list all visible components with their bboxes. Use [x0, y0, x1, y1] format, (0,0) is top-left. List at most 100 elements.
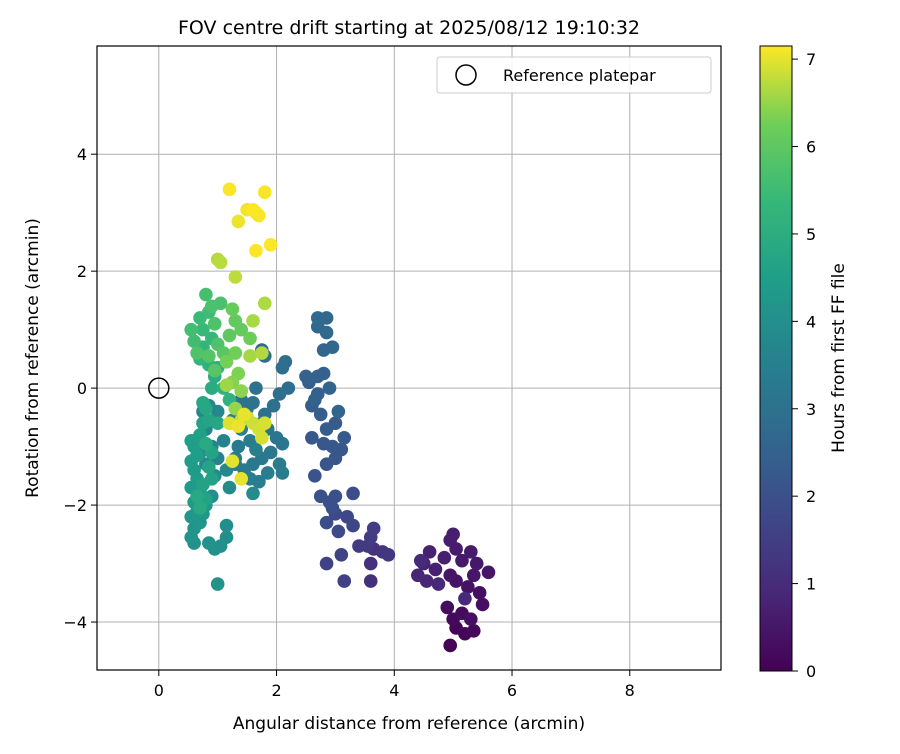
data-point [204, 471, 219, 486]
data-point [222, 328, 237, 343]
data-point [443, 638, 458, 653]
data-point [187, 334, 201, 349]
colorbar-ticks: 0 1 2 3 4 5 6 7 [792, 50, 816, 681]
data-point [475, 597, 490, 612]
data-point [352, 539, 366, 553]
x-tick-label: 4 [389, 681, 399, 700]
data-point [319, 422, 334, 436]
data-point [260, 466, 275, 480]
y-axis-ticks: −4 −2 0 2 4 [63, 145, 97, 632]
data-point [428, 562, 443, 577]
data-point [481, 565, 496, 580]
data-point [440, 600, 455, 615]
data-point [263, 238, 278, 252]
legend-reference-marker [455, 64, 477, 86]
data-point [275, 436, 290, 451]
colorbar-tick-label: 7 [806, 50, 816, 69]
legend-box [436, 56, 712, 94]
data-point [190, 489, 204, 504]
data-point [257, 416, 272, 431]
chart-title: FOV centre drift starting at 2025/08/12 … [178, 17, 640, 39]
data-point [216, 433, 231, 448]
data-point [325, 501, 340, 515]
data-point [469, 556, 484, 571]
colorbar-tick-label: 6 [806, 138, 816, 157]
y-tick-label: 4 [77, 145, 87, 164]
y-tick-label: 2 [77, 262, 87, 281]
data-point [219, 378, 234, 392]
colorbar-tick-label: 0 [806, 662, 816, 681]
data-point [249, 381, 263, 395]
data-point [249, 442, 263, 457]
x-tick-label: 6 [507, 681, 517, 700]
data-point [310, 311, 325, 325]
data-point [363, 556, 378, 571]
data-point [210, 577, 225, 591]
colorbar-tick-label: 4 [806, 312, 816, 331]
reference-platepar-marker [148, 377, 170, 399]
data-point [328, 489, 343, 504]
colorbar: 0 1 2 3 4 5 6 7 Hours from first FF file [759, 45, 849, 681]
data-point [422, 545, 437, 559]
data-point [210, 416, 225, 431]
colorbar-tick-label: 1 [806, 575, 816, 594]
data-point [313, 489, 328, 504]
data-point [231, 214, 246, 229]
y-tick-label: −2 [63, 496, 87, 515]
data-point [337, 431, 352, 445]
data-point [207, 363, 222, 378]
colorbar-label: Hours from first FF file [829, 263, 849, 453]
x-tick-label: 8 [625, 681, 635, 700]
data-point [228, 346, 243, 360]
y-tick-label: 0 [77, 379, 87, 398]
data-point [322, 381, 337, 395]
data-point [275, 466, 290, 480]
data-point [243, 331, 257, 346]
data-point [190, 346, 204, 360]
data-point [331, 524, 346, 539]
x-axis-ticks: 0 2 4 6 8 [154, 670, 635, 700]
data-point [472, 586, 487, 600]
data-point [213, 296, 228, 311]
data-point [196, 395, 210, 410]
data-point [228, 270, 243, 284]
data-point [210, 404, 225, 419]
data-point [319, 556, 334, 571]
legend-label-reference-platepar: Reference platepar [503, 66, 656, 85]
data-point [231, 439, 246, 454]
data-point [246, 486, 260, 501]
data-point [443, 568, 458, 583]
data-point [249, 243, 263, 258]
data-point [464, 612, 478, 626]
data-point [207, 316, 222, 331]
data-point [219, 518, 234, 533]
x-axis-label: Angular distance from reference (arcmin) [233, 714, 585, 734]
data-point [325, 340, 340, 354]
data-point [299, 369, 313, 384]
data-point [237, 407, 251, 422]
data-point [458, 591, 472, 606]
data-point [202, 460, 216, 474]
data-point [346, 486, 360, 501]
data-point [308, 469, 322, 483]
data-point [334, 547, 349, 562]
data-point [305, 431, 319, 445]
legend: Reference platepar [436, 56, 712, 94]
data-points [184, 182, 496, 653]
data-point [308, 393, 322, 407]
data-point [231, 419, 246, 433]
data-point [466, 568, 481, 583]
data-point [366, 521, 381, 536]
data-point [204, 381, 219, 395]
data-point [199, 287, 213, 302]
data-point [222, 182, 237, 197]
data-point [199, 436, 213, 451]
data-point [266, 398, 281, 413]
data-point [219, 355, 234, 369]
data-point [272, 387, 287, 401]
data-point [184, 322, 198, 337]
data-point [437, 550, 452, 565]
data-point [446, 527, 460, 542]
data-point [316, 436, 331, 451]
